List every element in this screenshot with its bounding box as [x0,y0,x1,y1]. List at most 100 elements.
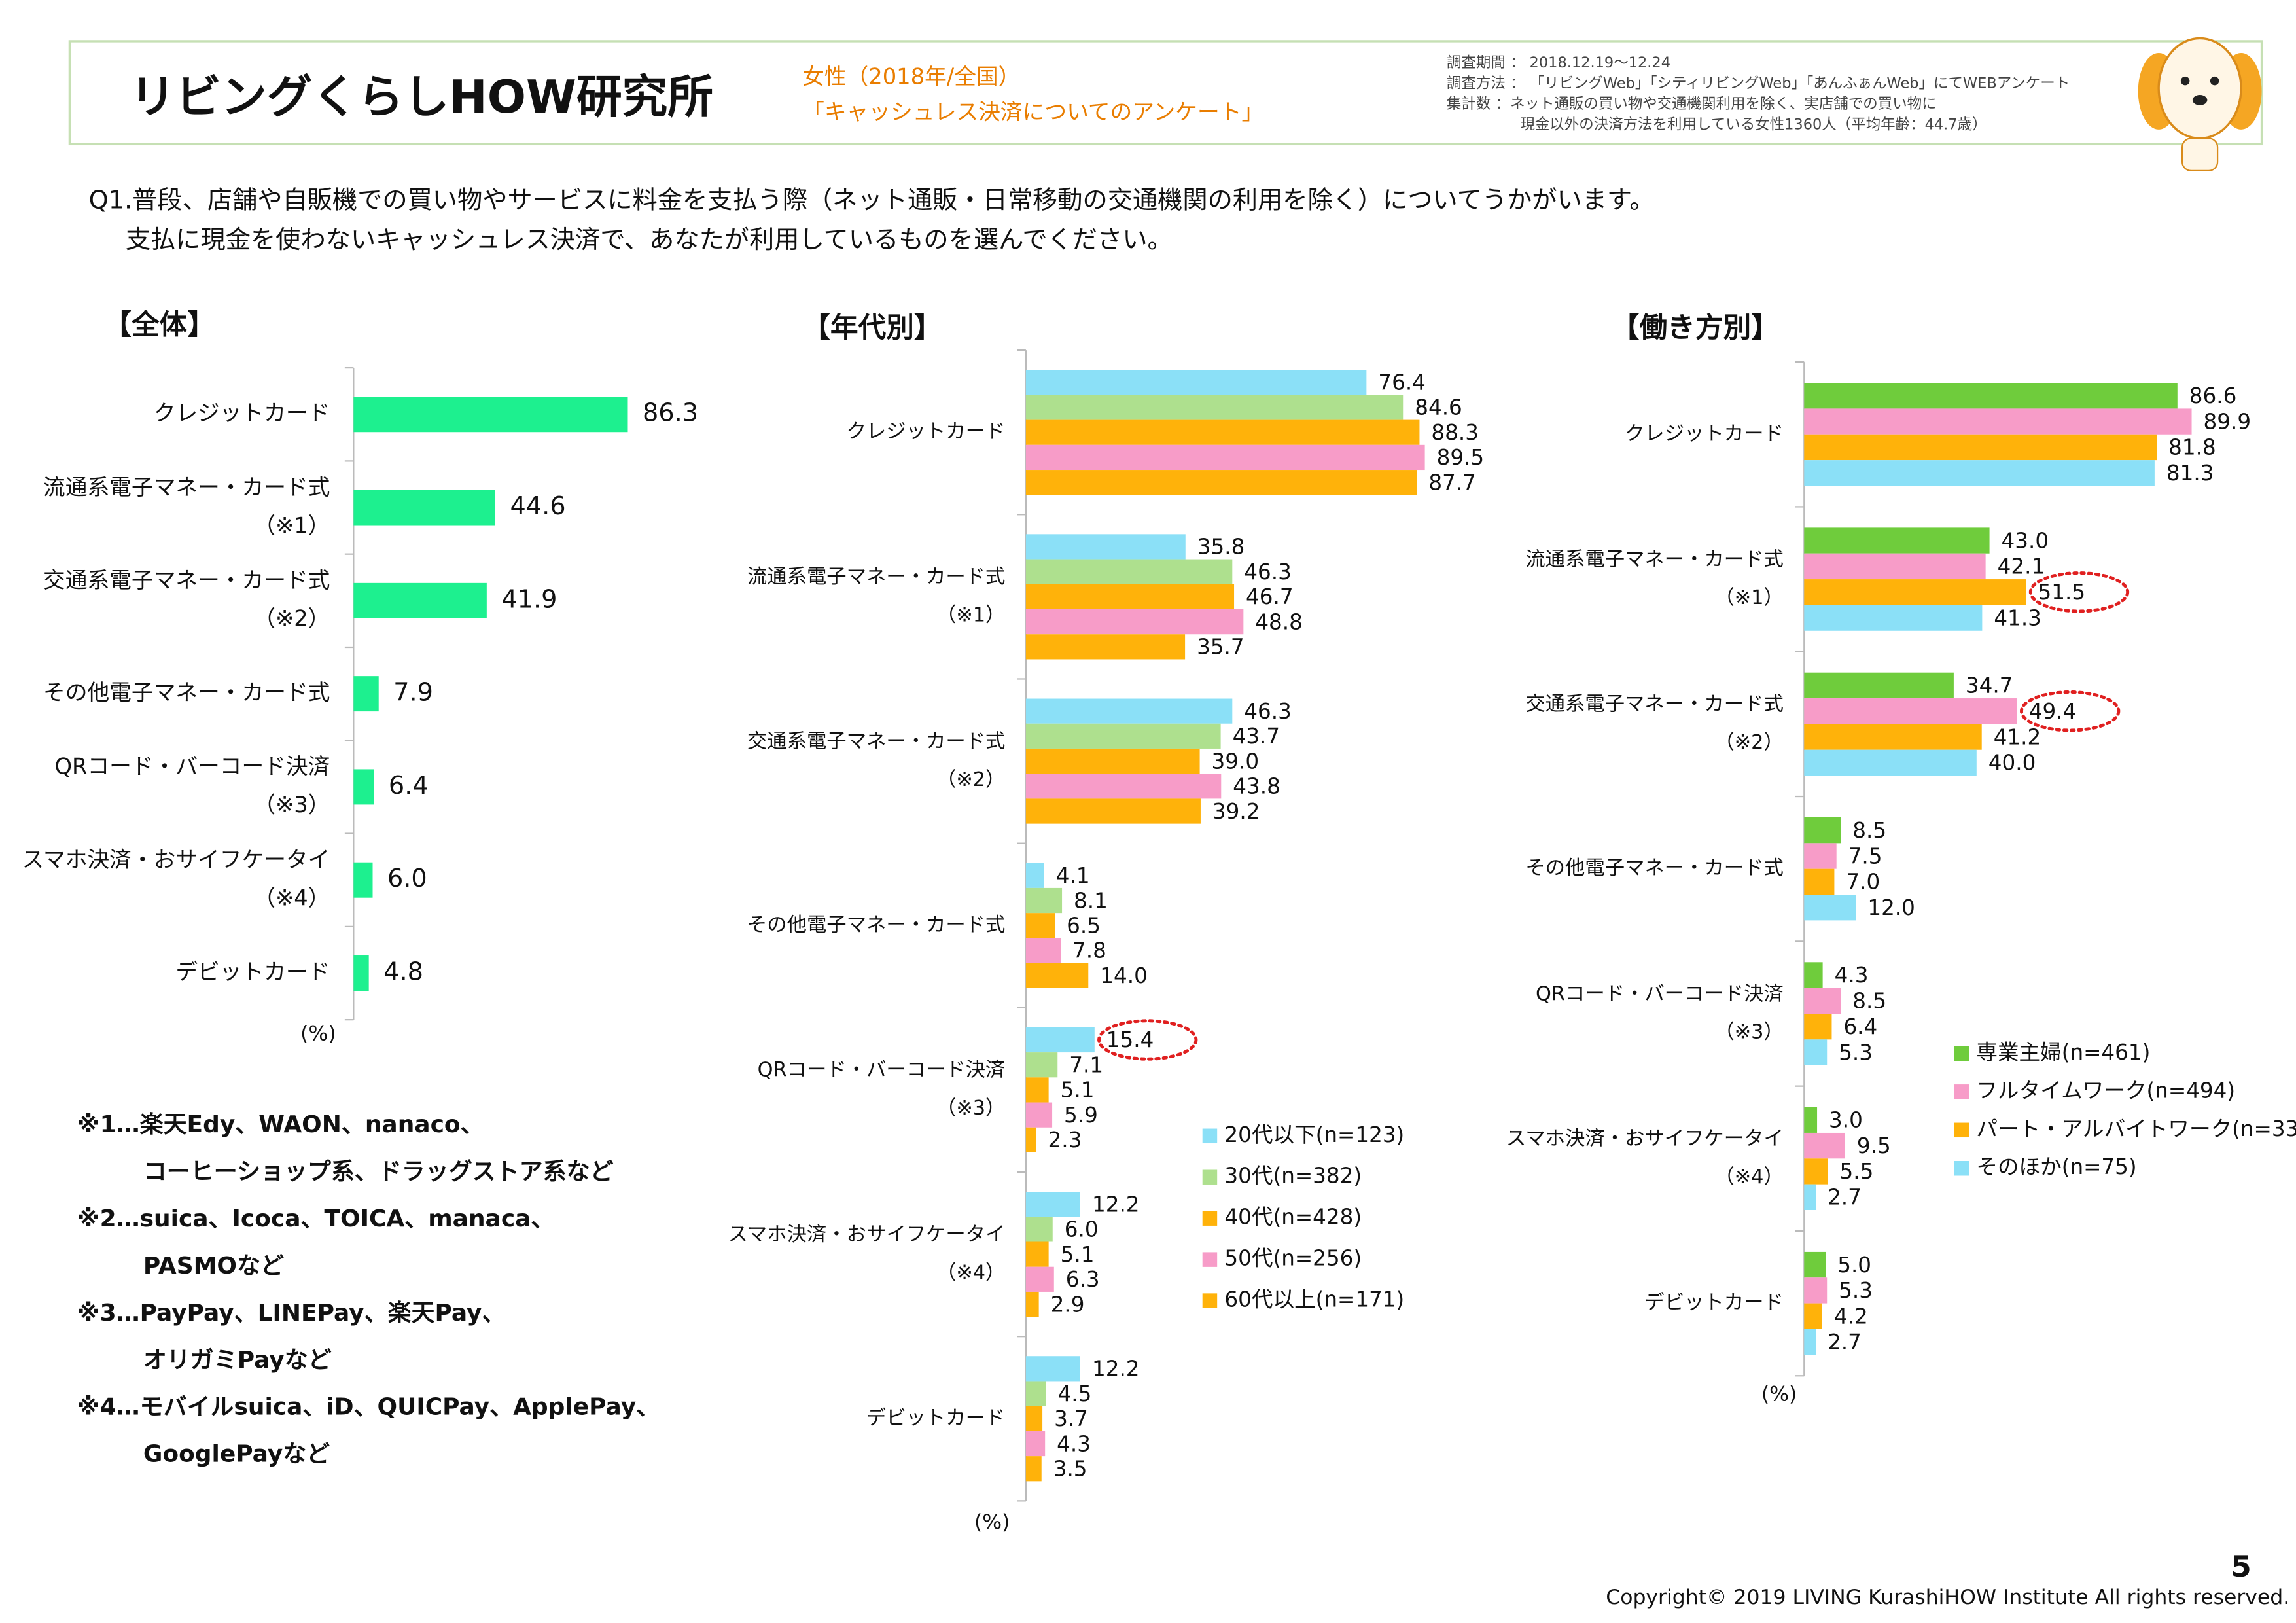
category-label: スマホ決済・おサイフケータイ [1506,1128,1784,1150]
note: PASMOなど [143,1253,284,1279]
value-label: 4.5 [1058,1382,1092,1406]
value-label: 8.5 [1852,818,1886,843]
category-label: 流通系電子マネー・カード式 [747,565,1005,588]
mascot-head [2157,37,2242,140]
bar [1804,962,1823,988]
category-label: 交通系電子マネー・カード式 [747,730,1005,753]
category-label: （※3） [1714,1021,1783,1044]
note: コーヒーショップ系、ドラッグストア系など [143,1158,614,1185]
value-label: 40.0 [1988,751,2036,776]
category-label: （※3） [253,792,330,817]
category-label: デビットカード [866,1406,1005,1429]
header-box [68,40,2263,146]
category-label: QRコード・バーコード決済 [1536,982,1784,1005]
value-label: 46.7 [1246,584,1294,609]
bar [1025,559,1233,584]
category-label: 交通系電子マネー・カード式 [1525,693,1783,716]
category-label: （※2） [1714,731,1783,754]
bar [1025,609,1244,635]
note: ※1…楽天Edy、WAON、nanaco、 [77,1111,484,1138]
bar [1804,383,2178,409]
bar [1025,798,1201,824]
survey-info: 現金以外の決済方法を利用している女性1360人（平均年齢：44.7歳） [1520,116,1987,134]
value-label: 41.2 [1994,724,2041,749]
value-label: 12.2 [1092,1357,1140,1382]
value-label: 3.5 [1053,1456,1087,1481]
bar [1804,1013,1832,1040]
mascot-eye [2210,76,2219,86]
bar [353,769,374,805]
value-label: 8.5 [1852,989,1886,1014]
value-label: 6.0 [387,865,427,893]
category-label: クレジットカード [847,420,1006,443]
bar [1025,1127,1036,1152]
note: GooglePayなど [143,1441,330,1468]
value-label: 7.5 [1848,844,1882,868]
bar [1804,1277,1828,1304]
logo: リビングくらしHOW研究所 [130,71,713,124]
bar [1804,895,1856,921]
legend-label: 40代(n=428) [1224,1205,1362,1230]
value-label: 4.8 [383,958,423,987]
legend-swatch [1202,1211,1218,1226]
category-label: 流通系電子マネー・カード式 [43,474,330,500]
category-label: スマホ決済・おサイフケータイ [22,847,330,872]
value-label: 9.5 [1857,1133,1891,1158]
value-label: 2.9 [1051,1292,1085,1317]
bar [1804,817,1841,844]
bar [1804,1184,1816,1210]
category-label: QRコード・バーコード決済 [758,1059,1006,1082]
legend-swatch [1202,1252,1218,1267]
value-label: 5.1 [1061,1242,1095,1267]
value-label: 89.9 [2204,409,2252,434]
bar [1804,724,1982,750]
mascot-eye [2180,76,2190,86]
value-label: 34.7 [1966,673,2013,698]
value-label: 5.3 [1839,1278,1873,1303]
bar [1804,460,2155,486]
survey-info: 集計数 ：ネット通販の買い物や交通機関利用を除く、実店舗での買い物に [1447,96,1937,113]
bar [1025,534,1186,560]
bar [1804,1329,1816,1355]
value-label: 43.0 [2002,528,2049,553]
value-label: 8.1 [1074,888,1108,913]
bar [1025,1456,1042,1482]
category-label: QRコード・バーコード決済 [54,754,330,779]
bar [353,397,628,433]
category-label: （※4） [1714,1166,1783,1188]
legend-label: 専業主婦(n=461) [1976,1040,2150,1065]
category-label: その他電子マネー・カード式 [1525,857,1783,880]
value-label: 4.3 [1835,963,1869,988]
value-label: 44.6 [510,492,565,521]
bar [1025,470,1417,495]
bar [353,862,373,898]
question: 支払に現金を使わないキャッシュレス決済で、あなたが利用しているものを選んでくださ… [126,226,1173,255]
value-label: 7.1 [1069,1052,1103,1077]
bar [1804,1107,1818,1133]
chart-title: 【全体】 [103,309,215,342]
copyright: Copyright© 2019 LIVING KurashiHOW Instit… [1606,1586,2289,1609]
bar [1025,887,1063,914]
value-label: 4.2 [1834,1304,1868,1329]
value-label: 7.8 [1072,938,1106,963]
value-label: 5.1 [1061,1078,1095,1103]
bar [1025,723,1221,749]
value-label: 6.3 [1066,1267,1100,1292]
note: オリガミPayなど [143,1347,332,1374]
value-label: 6.4 [389,772,429,800]
value-label: 6.4 [1843,1014,1877,1039]
bar [1025,1406,1043,1431]
bar [1025,748,1200,774]
bar [1804,749,1977,776]
legend-label: 50代(n=256) [1224,1246,1362,1271]
value-label: 35.7 [1197,635,1245,660]
bar [1804,1158,1828,1185]
bar [353,955,369,991]
value-label: 6.0 [1065,1217,1099,1242]
bar [1804,1132,1845,1159]
bar [1804,843,1837,869]
category-label: デビットカード [175,959,330,985]
legend-swatch [1202,1128,1218,1144]
value-label: 14.0 [1100,963,1148,988]
highlight-circle [1097,1019,1198,1061]
